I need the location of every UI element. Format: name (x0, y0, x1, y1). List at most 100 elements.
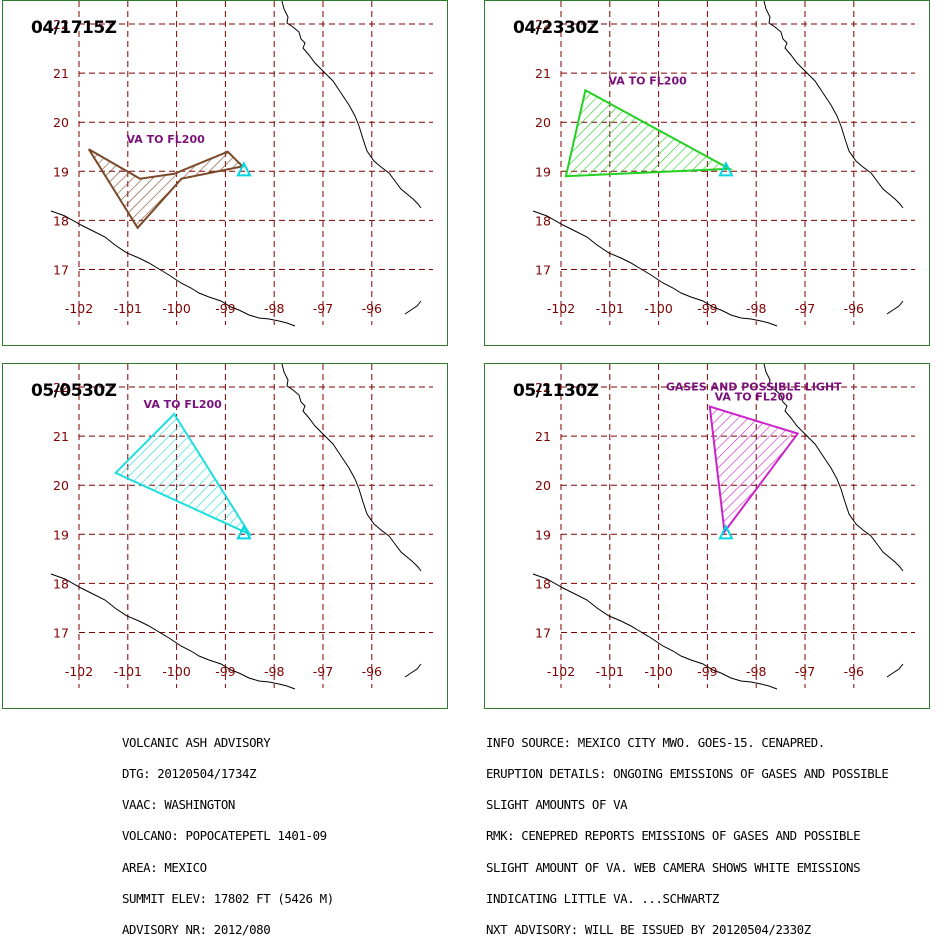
lat-tick-label: 22 (53, 17, 69, 32)
advisory-line: AREA: MEXICO (122, 859, 207, 875)
coastline-path (886, 663, 904, 678)
lat-tick-label: 18 (535, 576, 551, 591)
panel-time: 04/1715Z (31, 18, 117, 38)
lon-tick-label: -101 (596, 301, 624, 316)
lon-tick-label: -102 (65, 301, 93, 316)
lon-tick-label: -100 (644, 301, 672, 316)
lon-tick-label: -100 (644, 664, 672, 679)
lon-tick-label: -96 (362, 301, 382, 316)
coastline-path (532, 573, 778, 690)
ash-cloud-polygon (564, 88, 734, 178)
coastline-path (281, 364, 422, 572)
advisory-header-block: VOLCANIC ASH ADVISORY DTG: 20120504/1734… (122, 717, 334, 946)
map-canvas: -102 -101 -100 -99 -98 -97 -96 22 21 20 19 18 17 VA T… (50, 364, 433, 690)
panel-time: 05/0530Z (31, 381, 117, 401)
lat-tick-label: 22 (535, 380, 551, 395)
map-canvas: -102 -101 -100 -99 -98 -97 -96 22 21 20 19 18 17 VA T… (50, 1, 433, 327)
ash-cloud-polygon (87, 148, 245, 230)
lon-tick-label: -98 (746, 301, 766, 316)
lat-tick-label: 17 (535, 263, 551, 278)
advisory-line: NXT ADVISORY: WILL BE ISSUED BY 20120504… (486, 922, 811, 938)
lat-tick-label: 22 (53, 380, 69, 395)
lat-tick-label: 20 (53, 478, 69, 493)
map-panel-4: -102 -101 -100 -99 -98 -97 -96 22 21 20 19 18 17 GASE… (484, 363, 930, 709)
lon-tick-label: -100 (162, 664, 190, 679)
lat-tick-label: 20 (53, 115, 69, 130)
coastline-path (763, 364, 904, 572)
advisory-line: ERUPTION DETAILS: ONGOING EMISSIONS OF G… (486, 766, 889, 782)
lat-tick-label: 19 (53, 164, 69, 179)
coastline-path (404, 300, 422, 315)
lon-tick-label: -102 (547, 664, 575, 679)
volcano-icon (718, 524, 734, 540)
volcano-icon (718, 161, 734, 177)
lat-tick-label: 22 (535, 17, 551, 32)
lon-tick-label: -97 (313, 301, 333, 316)
advisory-line: VOLCANIC ASH ADVISORY (122, 734, 271, 750)
lat-tick-label: 20 (535, 115, 551, 130)
coastline-path (404, 663, 422, 678)
advisory-line: ADVISORY NR: 2012/080 (122, 922, 271, 938)
map-panel-3: -102 -101 -100 -99 -98 -97 -96 22 21 20 19 18 17 VA T… (2, 363, 448, 709)
lat-tick-label: 19 (53, 527, 69, 542)
ash-cloud-label: VA TO FL200 (715, 391, 794, 404)
graticule (78, 1, 433, 325)
lat-tick-label: 19 (535, 527, 551, 542)
lat-tick-label: 21 (535, 66, 551, 81)
ash-cloud-label: VA TO FL200 (144, 398, 223, 411)
volcano-icon (236, 524, 252, 540)
map-panel-2: -102 -101 -100 -99 -98 -97 -96 22 21 20 19 18 17 VA T… (484, 0, 930, 346)
advisory-line: SUMMIT ELEV: 17802 FT (5426 M) (122, 890, 334, 906)
advisory-line: INFO SOURCE: MEXICO CITY MWO. GOES-15. C… (486, 734, 825, 750)
coastline-path (50, 573, 296, 690)
lat-tick-label: 18 (53, 576, 69, 591)
coastline-path (763, 1, 904, 209)
lon-tick-label: -99 (697, 301, 717, 316)
lat-tick-label: 17 (53, 626, 69, 641)
advisory-line: SLIGHT AMOUNT OF VA. WEB CAMERA SHOWS WH… (486, 859, 861, 875)
lon-tick-label: -99 (215, 301, 235, 316)
lon-tick-label: -97 (795, 664, 815, 679)
advisory-line: SLIGHT AMOUNTS OF VA (486, 797, 628, 813)
lon-tick-label: -96 (844, 301, 864, 316)
lat-tick-label: 21 (53, 66, 69, 81)
lon-tick-label: -101 (114, 301, 142, 316)
lon-tick-label: -98 (746, 664, 766, 679)
panel-time: 05/1130Z (513, 381, 599, 401)
lon-tick-label: -96 (844, 664, 864, 679)
lat-tick-label: 19 (535, 164, 551, 179)
lat-tick-label: 17 (535, 626, 551, 641)
coastline-path (281, 1, 422, 209)
map-canvas: -102 -101 -100 -99 -98 -97 -96 22 21 20 19 18 17 VA T… (532, 1, 915, 327)
lat-tick-label: 18 (53, 213, 69, 228)
coastline (50, 1, 422, 327)
lat-tick-label: 21 (53, 429, 69, 444)
coastline (50, 364, 422, 690)
lat-tick-label: 17 (53, 263, 69, 278)
lat-tick-label: 20 (535, 478, 551, 493)
advisory-line: INDICATING LITTLE VA. ...SCHWARTZ (486, 890, 719, 906)
graticule (78, 364, 433, 688)
ash-cloud-label: VA TO FL200 (608, 74, 687, 87)
lon-tick-label: -101 (114, 664, 142, 679)
lon-tick-label: -97 (313, 664, 333, 679)
volcano-icon (236, 161, 252, 177)
ash-cloud-polygon (113, 412, 253, 537)
coastline (532, 1, 904, 327)
lon-tick-label: -100 (162, 301, 190, 316)
ash-cloud-label: VA TO FL200 (126, 133, 205, 146)
map-panel-1: -102 -101 -100 -99 -98 -97 -96 22 21 20 19 18 17 VA T… (2, 0, 448, 346)
coastline-path (50, 210, 296, 327)
lon-tick-label: -97 (795, 301, 815, 316)
ash-cloud-label: GASES AND POSSIBLE LIGHT (666, 381, 842, 394)
map-canvas: -102 -101 -100 -99 -98 -97 -96 22 21 20 19 18 17 GASE… (532, 364, 915, 690)
advisory-details-block: INFO SOURCE: MEXICO CITY MWO. GOES-15. C… (486, 717, 889, 946)
lon-tick-label: -102 (65, 664, 93, 679)
lon-tick-label: -96 (362, 664, 382, 679)
lon-tick-label: -98 (264, 301, 284, 316)
lat-tick-label: 21 (535, 429, 551, 444)
lon-tick-label: -101 (596, 664, 624, 679)
lat-tick-label: 18 (535, 213, 551, 228)
coastline-path (532, 210, 778, 327)
advisory-line: VAAC: WASHINGTON (122, 797, 235, 813)
